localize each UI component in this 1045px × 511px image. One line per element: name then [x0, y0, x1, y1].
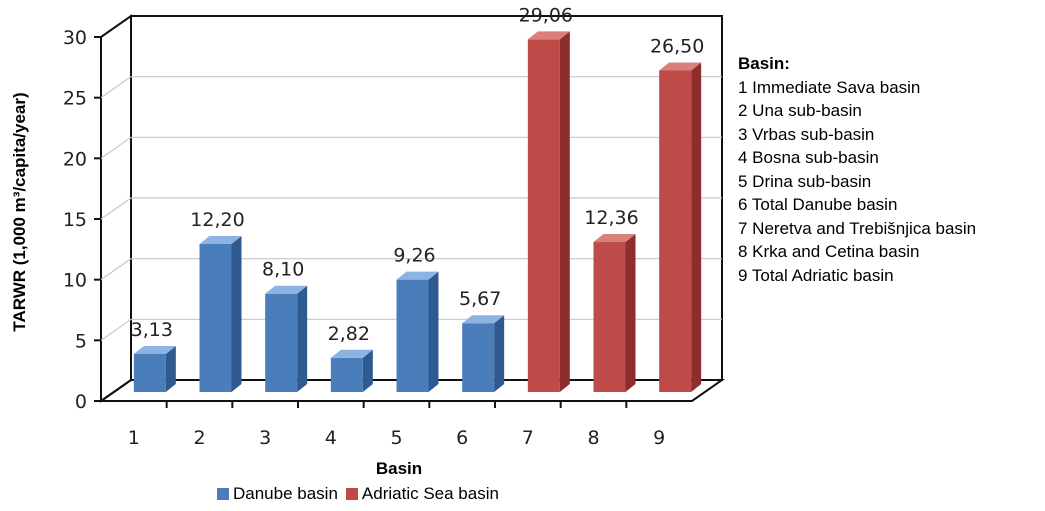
legend-label-adriatic: Adriatic Sea basin: [361, 484, 499, 503]
bar: [133, 346, 176, 392]
gridline: [100, 197, 132, 220]
bar-top: [659, 62, 702, 71]
data-label: 29,06: [519, 4, 573, 26]
basin-key-item: 7 Neretva and Trebišnjica basin: [738, 218, 977, 238]
y-tick-label: 20: [63, 148, 87, 170]
bar-top: [396, 271, 439, 280]
bar: [396, 271, 439, 392]
data-label: 12,36: [584, 207, 638, 229]
bar-front: [133, 354, 166, 392]
bar: [462, 315, 505, 392]
data-label: 9,26: [393, 245, 435, 267]
basin-key-item: 4 Bosna sub-basin: [738, 148, 879, 167]
x-axis-ticks: 1 2 3 4 5 6 7 8 9: [128, 401, 665, 449]
legend-item-adriatic: Adriatic Sea basin: [345, 484, 499, 504]
bar-front: [330, 357, 363, 392]
gridline: [100, 258, 132, 281]
bar: [265, 285, 308, 392]
bar-front: [396, 279, 429, 392]
bar-side: [559, 31, 570, 392]
basin-key-item: 9 Total Adriatic basin: [738, 265, 894, 285]
x-tick-label: 3: [259, 427, 271, 449]
y-axis-title: TARWR (1,000 m³/capita/year): [10, 92, 29, 331]
bar-side: [297, 285, 308, 392]
basin-key-item: 3 Vrbas sub-basin: [738, 124, 875, 144]
y-tick-label: 5: [75, 330, 87, 352]
data-label: 26,50: [650, 35, 704, 57]
bar-chart: 0 5 10 15 20 25 30 1 2 3 4 5 6 7 8 9 3,13 12,20 8,10 2,82…: [10, 4, 726, 478]
legend-swatch-danube: [217, 488, 229, 500]
bar-front: [593, 242, 626, 392]
bars: [133, 31, 702, 392]
bar-front: [659, 70, 692, 392]
data-label: 8,10: [262, 259, 304, 281]
bar-top: [462, 315, 505, 324]
bar: [593, 234, 636, 392]
bar-front: [527, 39, 560, 392]
y-axis-ticks: 0 5 10 15 20 25 30: [63, 27, 101, 413]
basin-key: Basin: 1 Immediate Sava basin 2 Una sub-…: [738, 52, 1038, 287]
legend-label-danube: Danube basin: [233, 484, 338, 503]
bar-side: [231, 235, 242, 392]
basin-key-item: 1 Immediate Sava basin: [738, 77, 921, 97]
data-labels: 3,13 12,20 8,10 2,82 9,26 5,67 29,06 12,36 26,50: [131, 4, 705, 344]
bar-side: [625, 234, 636, 392]
data-label: 3,13: [131, 319, 173, 341]
basin-key-title: Basin:: [738, 54, 790, 73]
bar-front: [462, 323, 495, 392]
bar-side: [362, 349, 373, 392]
bar-top: [133, 346, 176, 355]
bar-top: [527, 31, 570, 40]
y-tick-label: 10: [63, 270, 87, 292]
gridline: [100, 136, 132, 159]
x-tick-label: 7: [522, 427, 534, 449]
bar: [659, 62, 702, 392]
y-tick-label: 30: [63, 27, 87, 49]
bar-top: [593, 234, 636, 243]
bar: [330, 349, 373, 392]
bar-side: [428, 271, 439, 392]
y-tick-label: 25: [63, 88, 87, 110]
legend-swatch-adriatic: [345, 488, 358, 500]
y-tick-label: 15: [63, 209, 87, 231]
x-tick-label: 9: [653, 427, 665, 449]
data-label: 2,82: [328, 323, 370, 345]
basin-key-item: 6 Total Danube basin: [738, 195, 898, 214]
x-tick-label: 2: [193, 427, 205, 449]
y-tick-label: 0: [75, 391, 87, 413]
x-tick-label: 1: [128, 427, 140, 449]
basin-key-item: 2 Una sub-basin: [738, 101, 862, 120]
bar-front: [265, 293, 298, 392]
legend: Danube basin Adriatic Sea basin: [217, 484, 507, 504]
bar: [199, 235, 242, 392]
bar-side: [165, 346, 176, 392]
x-axis-title: Basin: [376, 459, 422, 478]
legend-item-danube: Danube basin: [217, 484, 338, 504]
bar-top: [199, 235, 242, 244]
x-tick-label: 5: [390, 427, 402, 449]
bar-top: [330, 349, 373, 358]
basin-key-item: 5 Drina sub-basin: [738, 171, 872, 191]
x-tick-label: 6: [456, 427, 468, 449]
x-tick-label: 4: [325, 427, 337, 449]
gridline: [100, 318, 132, 341]
bar-top: [265, 285, 308, 294]
gridline: [100, 76, 132, 99]
basin-key-item: 8 Krka and Cetina basin: [738, 242, 920, 261]
bar: [527, 31, 570, 392]
bar-front: [199, 243, 232, 392]
data-label: 12,20: [190, 209, 244, 231]
x-tick-label: 8: [587, 427, 599, 449]
data-label: 5,67: [459, 288, 501, 310]
bar-side: [494, 315, 505, 392]
bar-side: [691, 62, 702, 392]
